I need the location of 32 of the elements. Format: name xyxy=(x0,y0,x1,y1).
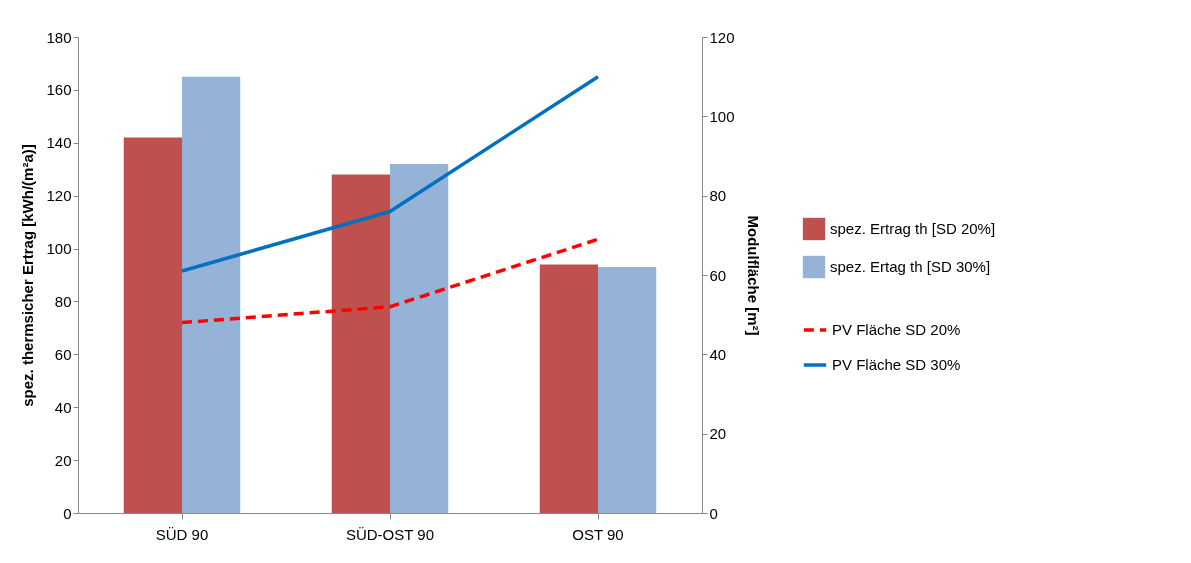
y-tick-label: 140 xyxy=(46,134,72,152)
y-axis-title: spez. thermsicher Ertrag [kWh/(m²a)] xyxy=(19,144,37,407)
legend-label: spez. Ertag th [SD 30%] xyxy=(830,258,991,275)
y2-tick-label: 80 xyxy=(709,187,727,205)
y-tick-label: 180 xyxy=(46,28,72,46)
y-tick-label: 60 xyxy=(54,345,72,363)
bar xyxy=(390,163,449,513)
y-tick-label: 80 xyxy=(54,292,72,310)
legend-label: PV Fläche SD 30% xyxy=(832,356,961,373)
bar xyxy=(598,267,657,513)
y-tick-label: 160 xyxy=(46,81,72,99)
bar xyxy=(331,174,390,513)
y-tick-label: 40 xyxy=(54,398,72,416)
y-tick-label: 0 xyxy=(63,504,72,522)
y2-tick-label: 60 xyxy=(709,266,727,284)
y2-tick-label: 0 xyxy=(709,504,718,522)
y-tick-label: 120 xyxy=(46,187,72,205)
y2-tick-label: 120 xyxy=(709,28,735,46)
y2-tick-label: 100 xyxy=(709,107,735,125)
x-tick-label: OST 90 xyxy=(572,525,624,543)
bar xyxy=(539,264,598,513)
y2-tick-label: 20 xyxy=(709,425,727,443)
y-tick-label: 20 xyxy=(54,451,72,469)
legend-label: spez. Ertrag th [SD 20%] xyxy=(830,220,996,237)
y2-tick-label: 40 xyxy=(709,345,727,363)
y2-axis-title: Modulfläche [m²] xyxy=(744,215,762,336)
y-tick-label: 100 xyxy=(46,240,72,258)
bar xyxy=(182,76,241,513)
bar xyxy=(123,137,182,513)
x-tick-label: SÜD-OST 90 xyxy=(345,525,435,543)
legend-label: PV Fläche SD 20% xyxy=(832,321,961,338)
x-tick-label: SÜD 90 xyxy=(155,525,209,543)
